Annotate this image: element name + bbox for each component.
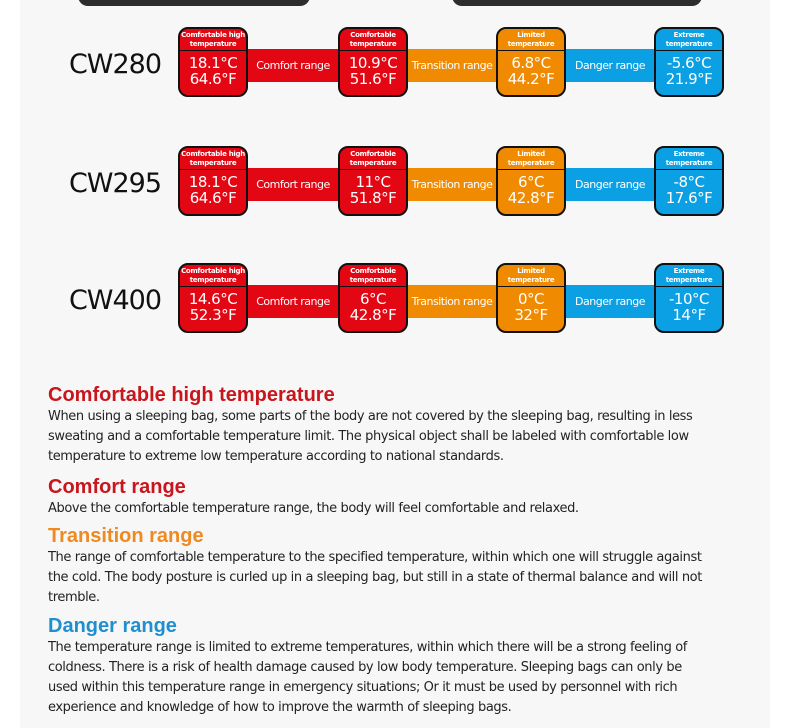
extreme-temp-f: 17.6°F [665, 189, 713, 207]
limited-temp-f: 44.2°F [507, 70, 555, 88]
extreme-temp-label: Extreme temperature [656, 148, 722, 170]
high-temp-f: 52.3°F [189, 306, 237, 324]
limited-temp-f: 42.8°F [507, 189, 555, 207]
transition-range-strip: Transition range [406, 168, 498, 201]
high-temp-box: Comfortable high temperature 18.1°C 64.6… [178, 27, 248, 97]
extreme-temp-c: -10°C [669, 290, 709, 308]
comfort-temp-label: Comfortable temperature [340, 265, 406, 287]
section-title: Comfort range [48, 476, 186, 498]
limited-temp-c: 6.8°C [511, 54, 551, 72]
limited-temp-label: Limited temperature [498, 29, 564, 51]
section-comfort: Comfort range Above the comfortable temp… [48, 475, 708, 519]
comfort-temp-box: Comfortable temperature 6°C 42.8°F [338, 263, 408, 333]
section-body: When using a sleeping bag, some parts of… [48, 409, 693, 464]
comfort-temp-label: Comfortable temperature [340, 148, 406, 170]
model-row: CW400 Comfort range Transition range Dan… [0, 263, 790, 339]
comfort-temp-box: Comfortable temperature 10.9°C 51.6°F [338, 27, 408, 97]
limited-temp-box: Limited temperature 6.8°C 44.2°F [496, 27, 566, 97]
model-name: CW295 [68, 168, 162, 199]
high-temp-f: 64.6°F [189, 70, 237, 88]
comfort-temp-f: 51.6°F [349, 70, 397, 88]
model-row: CW280 Comfort range Transition range Dan… [0, 27, 790, 103]
comfort-temp-box: Comfortable temperature 11°C 51.8°F [338, 146, 408, 216]
danger-range-strip: Danger range [564, 168, 656, 201]
top-bar-left [78, 0, 310, 6]
section-danger: Danger range The temperature range is li… [48, 614, 708, 718]
background-panel [20, 0, 770, 728]
section-body: The range of comfortable temperature to … [48, 550, 702, 605]
model-name: CW280 [68, 49, 162, 80]
extreme-temp-box: Extreme temperature -10°C 14°F [654, 263, 724, 333]
danger-range-strip: Danger range [564, 49, 656, 82]
limited-temp-c: 6°C [517, 173, 545, 191]
section-title: Transition range [48, 525, 204, 547]
section-title: Danger range [48, 615, 177, 637]
limited-temp-label: Limited temperature [498, 148, 564, 170]
high-temp-c: 18.1°C [188, 54, 238, 72]
extreme-temp-c: -8°C [673, 173, 705, 191]
limited-temp-box: Limited temperature 0°C 32°F [496, 263, 566, 333]
high-temp-box: Comfortable high temperature 14.6°C 52.3… [178, 263, 248, 333]
limited-temp-label: Limited temperature [498, 265, 564, 287]
danger-range-strip: Danger range [564, 285, 656, 318]
transition-range-strip: Transition range [406, 285, 498, 318]
comfort-range-strip: Comfort range [246, 168, 340, 201]
comfort-temp-c: 6°C [359, 290, 387, 308]
comfort-range-strip: Comfort range [246, 49, 340, 82]
limited-temp-f: 32°F [514, 306, 548, 324]
comfort-temp-f: 51.8°F [349, 189, 397, 207]
extreme-temp-f: 21.9°F [665, 70, 713, 88]
high-temp-label: Comfortable high temperature [180, 29, 246, 51]
high-temp-label: Comfortable high temperature [180, 148, 246, 170]
high-temp-c: 18.1°C [188, 173, 238, 191]
extreme-temp-c: -5.6°C [666, 54, 712, 72]
extreme-temp-box: Extreme temperature -5.6°C 21.9°F [654, 27, 724, 97]
extreme-temp-label: Extreme temperature [656, 29, 722, 51]
section-title: Comfortable high temperature [48, 384, 335, 406]
comfort-range-strip: Comfort range [246, 285, 340, 318]
model-name: CW400 [68, 285, 162, 316]
high-temp-box: Comfortable high temperature 18.1°C 64.6… [178, 146, 248, 216]
transition-range-strip: Transition range [406, 49, 498, 82]
top-bar-right [452, 0, 702, 6]
comfort-temp-c: 10.9°C [348, 54, 398, 72]
section-high: Comfortable high temperature When using … [48, 383, 708, 467]
high-temp-f: 64.6°F [189, 189, 237, 207]
model-row: CW295 Comfort range Transition range Dan… [0, 146, 790, 222]
limited-temp-box: Limited temperature 6°C 42.8°F [496, 146, 566, 216]
high-temp-label: Comfortable high temperature [180, 265, 246, 287]
section-transition: Transition range The range of comfortabl… [48, 524, 708, 608]
comfort-temp-c: 11°C [355, 173, 391, 191]
limited-temp-c: 0°C [517, 290, 545, 308]
extreme-temp-label: Extreme temperature [656, 265, 722, 287]
extreme-temp-f: 14°F [672, 306, 706, 324]
section-body: Above the comfortable temperature range,… [48, 501, 579, 516]
high-temp-c: 14.6°C [188, 290, 238, 308]
comfort-temp-f: 42.8°F [349, 306, 397, 324]
comfort-temp-label: Comfortable temperature [340, 29, 406, 51]
extreme-temp-box: Extreme temperature -8°C 17.6°F [654, 146, 724, 216]
section-body: The temperature range is limited to extr… [48, 640, 687, 715]
